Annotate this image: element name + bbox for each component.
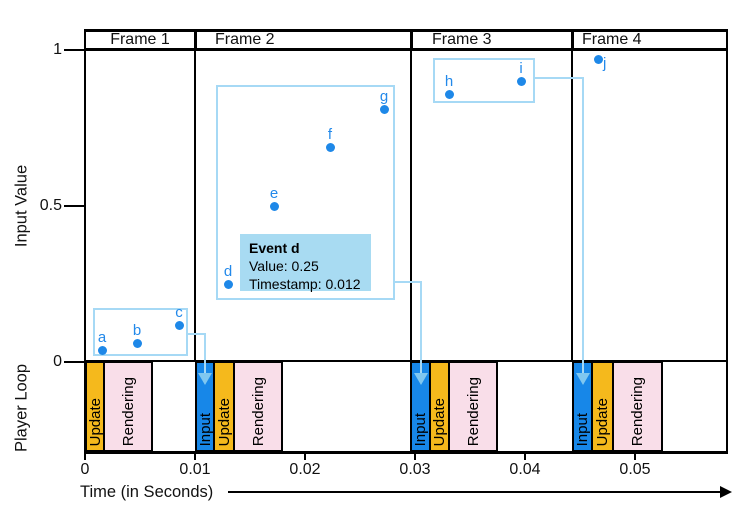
loop-bar-label: Update	[594, 397, 611, 446]
x-axis-tick	[634, 453, 636, 460]
event-point-j	[594, 55, 603, 64]
time-axis-arrow-icon	[720, 486, 732, 498]
loop-bar-label: Update	[431, 397, 448, 446]
loop-bar-rendering-frame-1: Rendering	[103, 361, 153, 452]
x-tick-label: 0.03	[399, 461, 431, 478]
x-tick-label: 0.05	[619, 461, 651, 478]
connector-vertical-1	[204, 333, 206, 374]
loop-bar-label: Input	[412, 412, 429, 446]
x-axis-tick	[414, 453, 416, 460]
connector-horizontal-1	[186, 333, 206, 335]
input-drop-arrow-icon-1	[198, 373, 212, 385]
chart-grid-line	[84, 29, 728, 32]
x-tick-label: 0.01	[179, 461, 211, 478]
loop-bar-label: Rendering	[464, 376, 482, 446]
y-tick-label: 1	[53, 41, 62, 58]
chart-grid-line	[410, 50, 412, 362]
event-point-label-g: g	[379, 88, 389, 105]
tooltip-timestamp: Timestamp: 0.012	[249, 276, 361, 292]
frame-header-1: Frame 1	[110, 31, 170, 48]
chart-grid-line	[726, 29, 728, 454]
loop-bar-update-frame-1: Update	[85, 361, 105, 452]
loop-bar-label: Rendering	[119, 376, 137, 446]
event-point-f	[326, 143, 335, 152]
frame-header-3: Frame 3	[432, 31, 492, 48]
time-axis-arrow-line	[228, 491, 722, 493]
tooltip: Event d Value: 0.25 Timestamp: 0.012	[240, 234, 371, 292]
y-axis-tick	[64, 361, 85, 363]
input-drop-arrow-icon-2	[414, 373, 428, 385]
loop-bar-rendering-frame-2: Rendering	[233, 361, 283, 452]
event-point-label-h: h	[444, 73, 454, 90]
event-point-d	[224, 280, 233, 289]
chart-grid-line	[84, 360, 728, 362]
x-axis-tick	[194, 453, 196, 460]
event-point-i	[517, 77, 526, 86]
chart-grid-line	[571, 50, 573, 362]
x-axis-tick	[84, 453, 86, 460]
loop-bar-label: Input	[574, 412, 591, 446]
loop-bar-update-frame-3: Update	[429, 361, 450, 452]
loop-bar-label: Update	[215, 397, 233, 446]
chart-grid-line	[571, 29, 574, 51]
event-point-label-e: e	[269, 185, 279, 202]
chart-grid-line	[194, 29, 197, 51]
event-point-label-i: i	[519, 60, 523, 77]
y-axis-tick	[64, 205, 85, 207]
loop-bar-update-frame-2: Update	[213, 361, 235, 452]
event-point-e	[270, 202, 279, 211]
loop-bar-label: Update	[86, 397, 104, 446]
chart-grid-line	[194, 50, 196, 362]
x-tick-label: 0.02	[289, 461, 321, 478]
loop-bar-rendering-frame-4: Rendering	[612, 361, 663, 452]
event-point-label-a: a	[97, 329, 107, 346]
event-point-label-c: c	[175, 304, 183, 321]
loop-bar-rendering-frame-3: Rendering	[448, 361, 498, 452]
player-loop-axis-title: Player Loop	[12, 363, 31, 453]
event-point-a	[98, 346, 107, 355]
x-axis-tick	[524, 453, 526, 460]
x-tick-label: 0	[80, 461, 90, 478]
y-tick-label: 0	[53, 353, 62, 370]
connector-vertical-3	[582, 77, 584, 374]
chart-grid-line	[84, 29, 86, 454]
loop-bar-label: Rendering	[249, 376, 267, 446]
event-group-box-3	[433, 58, 535, 103]
event-point-b	[133, 339, 142, 348]
event-point-label-b: b	[132, 322, 142, 339]
y-axis-tick	[64, 49, 85, 51]
event-group-box-1	[93, 308, 188, 356]
loop-bar-label: Input	[196, 412, 214, 446]
tooltip-value: Value: 0.25	[249, 258, 319, 274]
connector-horizontal-3	[533, 77, 584, 79]
frame-header-4: Frame 4	[582, 31, 642, 48]
event-point-label-d: d	[223, 263, 233, 280]
frame-header-2: Frame 2	[215, 31, 275, 48]
chart-grid-line	[84, 451, 728, 454]
connector-horizontal-2	[393, 281, 422, 283]
event-point-h	[445, 90, 454, 99]
loop-bar-label: Rendering	[629, 376, 646, 446]
connector-vertical-2	[420, 281, 422, 374]
event-point-label-f: f	[327, 126, 333, 143]
y-tick-label: 0.5	[39, 197, 62, 214]
loop-bar-update-frame-4: Update	[591, 361, 614, 452]
x-axis-title: Time (in Seconds)	[80, 483, 214, 501]
tooltip-title: Event d	[249, 240, 300, 256]
x-tick-label: 0.04	[509, 461, 541, 478]
event-point-g	[380, 105, 389, 114]
input-drop-arrow-icon-3	[576, 373, 590, 385]
event-point-c	[175, 321, 184, 330]
event-point-label-j: j	[603, 55, 607, 72]
chart-grid-line	[410, 29, 413, 51]
event-group-box-2	[216, 85, 395, 300]
x-axis-tick	[304, 453, 306, 460]
chart-grid-line	[84, 48, 728, 51]
